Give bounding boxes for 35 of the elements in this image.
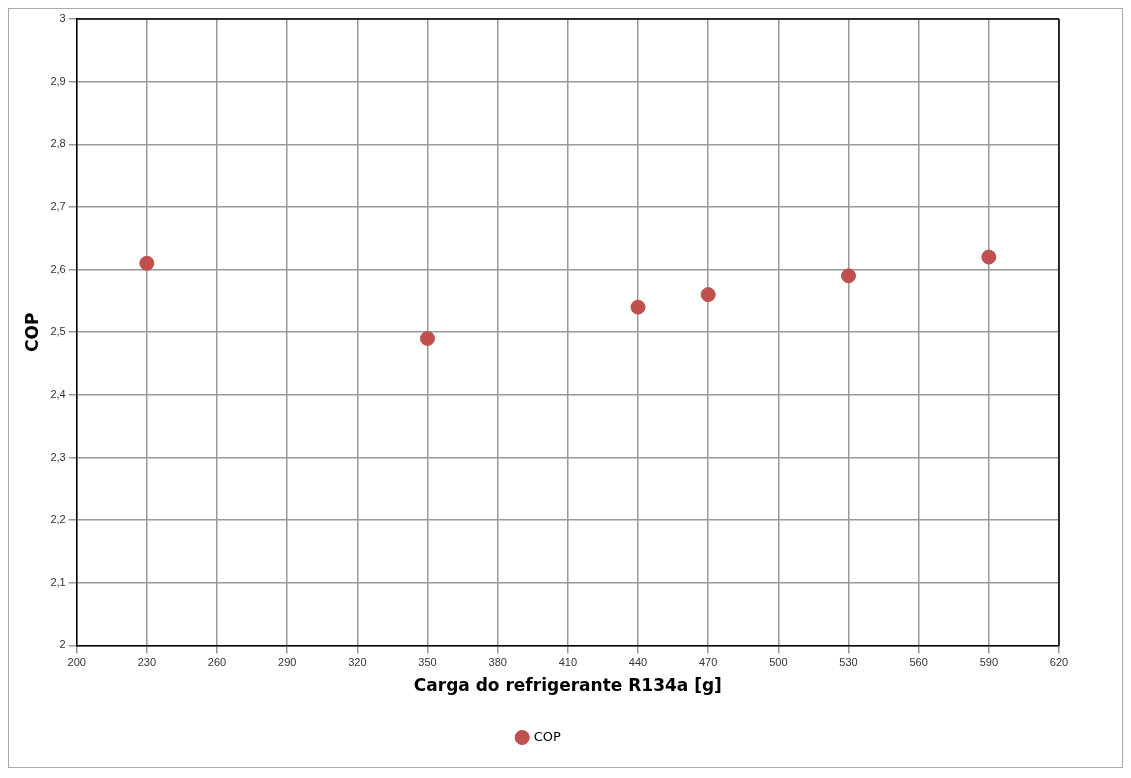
x-tick-label: 290 (278, 656, 297, 669)
point (420, 330, 436, 346)
x-tick-label: 230 (137, 656, 157, 669)
point (700, 287, 716, 303)
y-tick-label: 2 (59, 638, 66, 651)
x-tick-label: 620 (1049, 656, 1069, 669)
x-tick-label: 560 (909, 656, 928, 669)
x-tick-label: 530 (839, 656, 858, 669)
y-tick-label: 3 (59, 12, 66, 25)
x-tick-label: 590 (979, 656, 999, 669)
x-axis-title: Carga do refrigerante R134a [g] (413, 675, 722, 696)
y-axis-title: COP (21, 312, 42, 352)
x-tick-label: 200 (67, 656, 86, 669)
x-tick-label: 320 (348, 656, 367, 669)
y-tick-label: 2,2 (50, 513, 66, 526)
point (841, 268, 857, 284)
x-tick-label: 470 (699, 656, 718, 669)
point (981, 249, 997, 265)
y-tick-label: 2,9 (50, 74, 66, 87)
point (139, 255, 155, 271)
x-tick-label: 380 (488, 656, 507, 669)
y-tick-label: 2,7 (50, 199, 66, 212)
legend-label: COP (533, 728, 561, 744)
x-tick-label: 500 (769, 656, 788, 669)
x-tick-label: 410 (558, 656, 578, 669)
y-tick-label: 2,6 (50, 262, 66, 275)
y-tick-label: 2,5 (50, 325, 66, 338)
y-tick-label: 2,8 (50, 137, 66, 150)
x-tick-label: 350 (418, 656, 437, 669)
y-tick-label: 2,1 (50, 575, 66, 588)
y-tick-label: 2,4 (50, 387, 66, 400)
x-tick-label: 440 (628, 656, 648, 669)
y-tick-label: 2,3 (50, 450, 66, 463)
point (630, 299, 646, 315)
x-tick-label: 260 (207, 656, 227, 669)
